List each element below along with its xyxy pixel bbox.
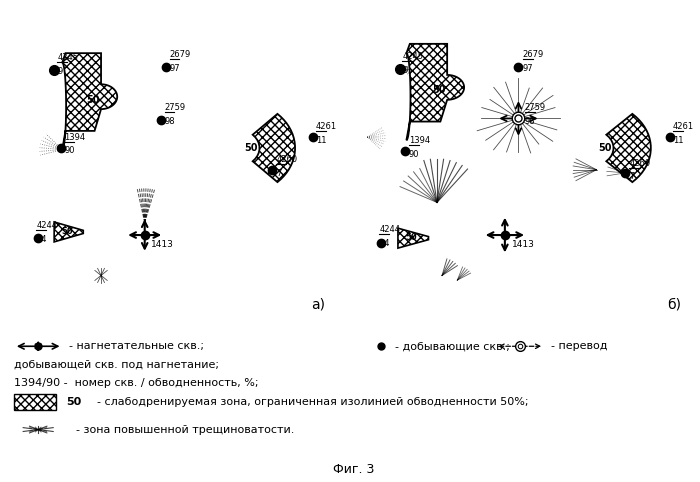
Text: 1394: 1394 [64, 133, 85, 142]
Polygon shape [606, 114, 651, 182]
Text: 4244: 4244 [379, 226, 400, 234]
Text: а): а) [311, 297, 325, 311]
Text: 2759: 2759 [524, 103, 546, 112]
Polygon shape [407, 44, 464, 140]
Text: 14: 14 [379, 239, 390, 248]
Text: 1394: 1394 [409, 136, 430, 145]
Text: 97: 97 [522, 64, 533, 73]
Text: 4245: 4245 [57, 54, 78, 63]
Text: 97: 97 [169, 64, 180, 73]
Text: 4260: 4260 [629, 159, 650, 168]
Text: - перевод: - перевод [551, 341, 608, 351]
Text: 11: 11 [316, 135, 327, 145]
Polygon shape [54, 222, 83, 242]
Text: 4261: 4261 [673, 122, 694, 131]
Text: 4245: 4245 [402, 52, 423, 61]
Text: 50: 50 [62, 227, 73, 236]
Text: 98: 98 [164, 117, 176, 126]
Text: 50: 50 [66, 397, 81, 407]
Text: 14: 14 [36, 235, 47, 244]
Text: 1394/90 -  номер скв. / обводненность, %;: 1394/90 - номер скв. / обводненность, %; [14, 378, 258, 388]
Text: 1413: 1413 [512, 240, 536, 249]
Text: - зона повышенной трещиноватости.: - зона повышенной трещиноватости. [76, 425, 295, 435]
Text: 2759: 2759 [164, 103, 186, 112]
Text: 50: 50 [406, 233, 417, 242]
Text: - добывающие скв.;: - добывающие скв.; [395, 341, 510, 351]
Text: 50: 50 [432, 85, 445, 95]
Text: 2679: 2679 [522, 51, 544, 59]
Text: 90: 90 [409, 149, 419, 159]
Text: - нагнетательные скв.;: - нагнетательные скв.; [69, 341, 211, 351]
Polygon shape [62, 53, 117, 149]
Text: 50: 50 [245, 143, 258, 153]
Text: 9: 9 [57, 67, 62, 76]
Polygon shape [253, 114, 295, 182]
Text: добывающей скв. под нагнетание;: добывающей скв. под нагнетание; [14, 360, 219, 370]
Text: 4260: 4260 [276, 156, 298, 164]
Polygon shape [398, 228, 428, 248]
Text: 4244: 4244 [36, 221, 57, 230]
Text: 7: 7 [276, 169, 281, 178]
Text: 11: 11 [673, 135, 683, 145]
Text: б): б) [668, 297, 682, 311]
Text: 2679: 2679 [169, 51, 191, 59]
Text: 7: 7 [629, 172, 635, 181]
Text: 1413: 1413 [151, 240, 174, 249]
Text: Фиг. 3: Фиг. 3 [332, 463, 375, 476]
Text: 9: 9 [402, 66, 407, 75]
Text: 90: 90 [64, 147, 75, 155]
Text: - слабодренируемая зона, ограниченная изолинией обводненности 50%;: - слабодренируемая зона, ограниченная из… [97, 397, 528, 407]
Text: 98: 98 [524, 117, 536, 126]
Text: 50: 50 [86, 95, 99, 105]
Polygon shape [14, 394, 55, 410]
Text: 4261: 4261 [316, 122, 337, 131]
Text: 50: 50 [598, 143, 612, 153]
